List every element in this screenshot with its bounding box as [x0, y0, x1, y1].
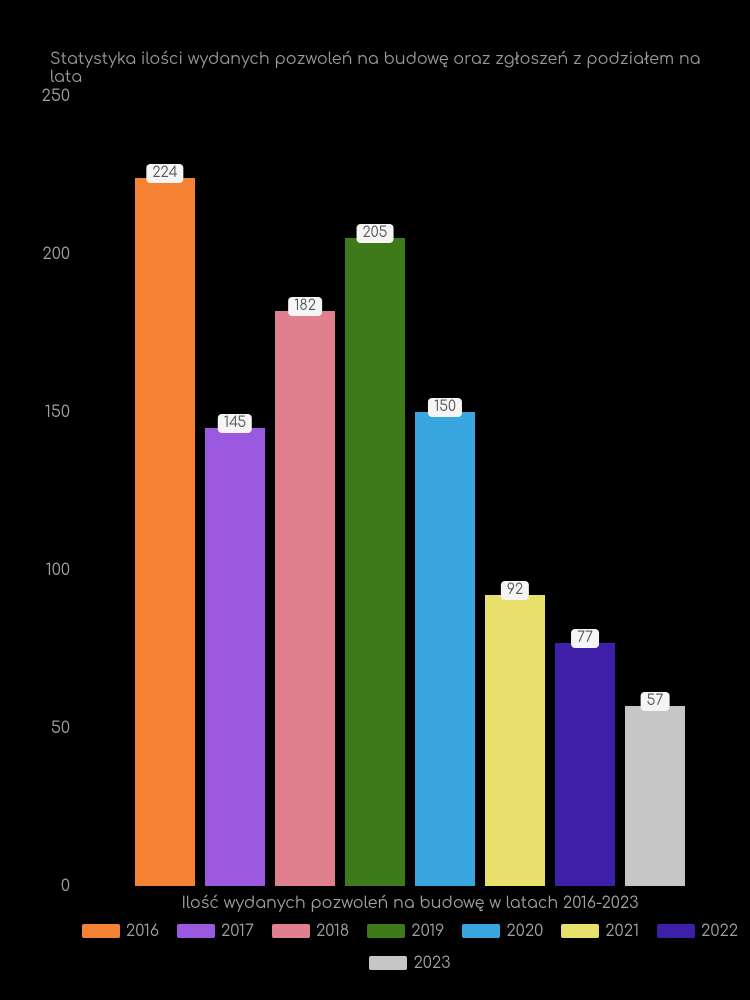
- y-tick: 150: [30, 403, 70, 421]
- legend-label: 2017: [221, 922, 254, 940]
- legend-label: 2018: [316, 922, 349, 940]
- x-axis-title: Ilość wydanych pozwoleń na budowę w lata…: [80, 894, 740, 912]
- y-tick: 200: [30, 245, 70, 263]
- bar-value-label: 57: [641, 692, 670, 711]
- bar: 145: [205, 428, 265, 886]
- bar-value-label: 150: [428, 398, 462, 417]
- legend-item: 2023: [369, 954, 450, 972]
- legend-swatch: [462, 924, 500, 938]
- legend-item: 2017: [177, 922, 254, 940]
- legend-item: 2019: [367, 922, 444, 940]
- bar: 57: [625, 706, 685, 886]
- legend-swatch: [272, 924, 310, 938]
- legend-swatch: [177, 924, 215, 938]
- bar: 224: [135, 178, 195, 886]
- legend-item: 2016: [82, 922, 159, 940]
- y-tick: 100: [30, 561, 70, 579]
- bar: 77: [555, 643, 615, 886]
- bar: 205: [345, 238, 405, 886]
- y-tick: 250: [30, 87, 70, 105]
- bar: 182: [275, 311, 335, 886]
- legend-label: 2019: [411, 922, 444, 940]
- bar-value-label: 77: [571, 629, 599, 648]
- legend-label: 2020: [506, 922, 543, 940]
- bar: 92: [485, 595, 545, 886]
- legend-swatch: [657, 924, 695, 938]
- legend-item: 2018: [272, 922, 349, 940]
- legend-swatch: [561, 924, 599, 938]
- bar-value-label: 205: [357, 224, 394, 243]
- bar-value-label: 145: [218, 414, 252, 433]
- legend: 2016 2017 2018 2019 2020 2021 2022 2023: [80, 922, 740, 972]
- bar-value-label: 92: [501, 581, 529, 600]
- legend-item: 2022: [657, 922, 738, 940]
- legend-item: 2020: [462, 922, 543, 940]
- legend-label: 2022: [701, 922, 738, 940]
- legend-item: 2021: [561, 922, 639, 940]
- chart-title: Statystyka ilości wydanych pozwoleń na b…: [30, 50, 720, 86]
- bar-value-label: 182: [288, 297, 322, 316]
- y-tick: 0: [30, 877, 70, 895]
- legend-swatch: [82, 924, 120, 938]
- bar-value-label: 224: [146, 164, 183, 183]
- legend-swatch: [367, 924, 405, 938]
- bar: 150: [415, 412, 475, 886]
- legend-label: 2021: [605, 922, 639, 940]
- y-tick: 50: [30, 719, 70, 737]
- plot-area: 050100150200250224145182205150927757: [80, 96, 740, 886]
- legend-swatch: [369, 956, 407, 970]
- legend-label: 2023: [413, 954, 450, 972]
- chart-container: Statystyka ilości wydanych pozwoleń na b…: [0, 0, 750, 1000]
- legend-label: 2016: [126, 922, 159, 940]
